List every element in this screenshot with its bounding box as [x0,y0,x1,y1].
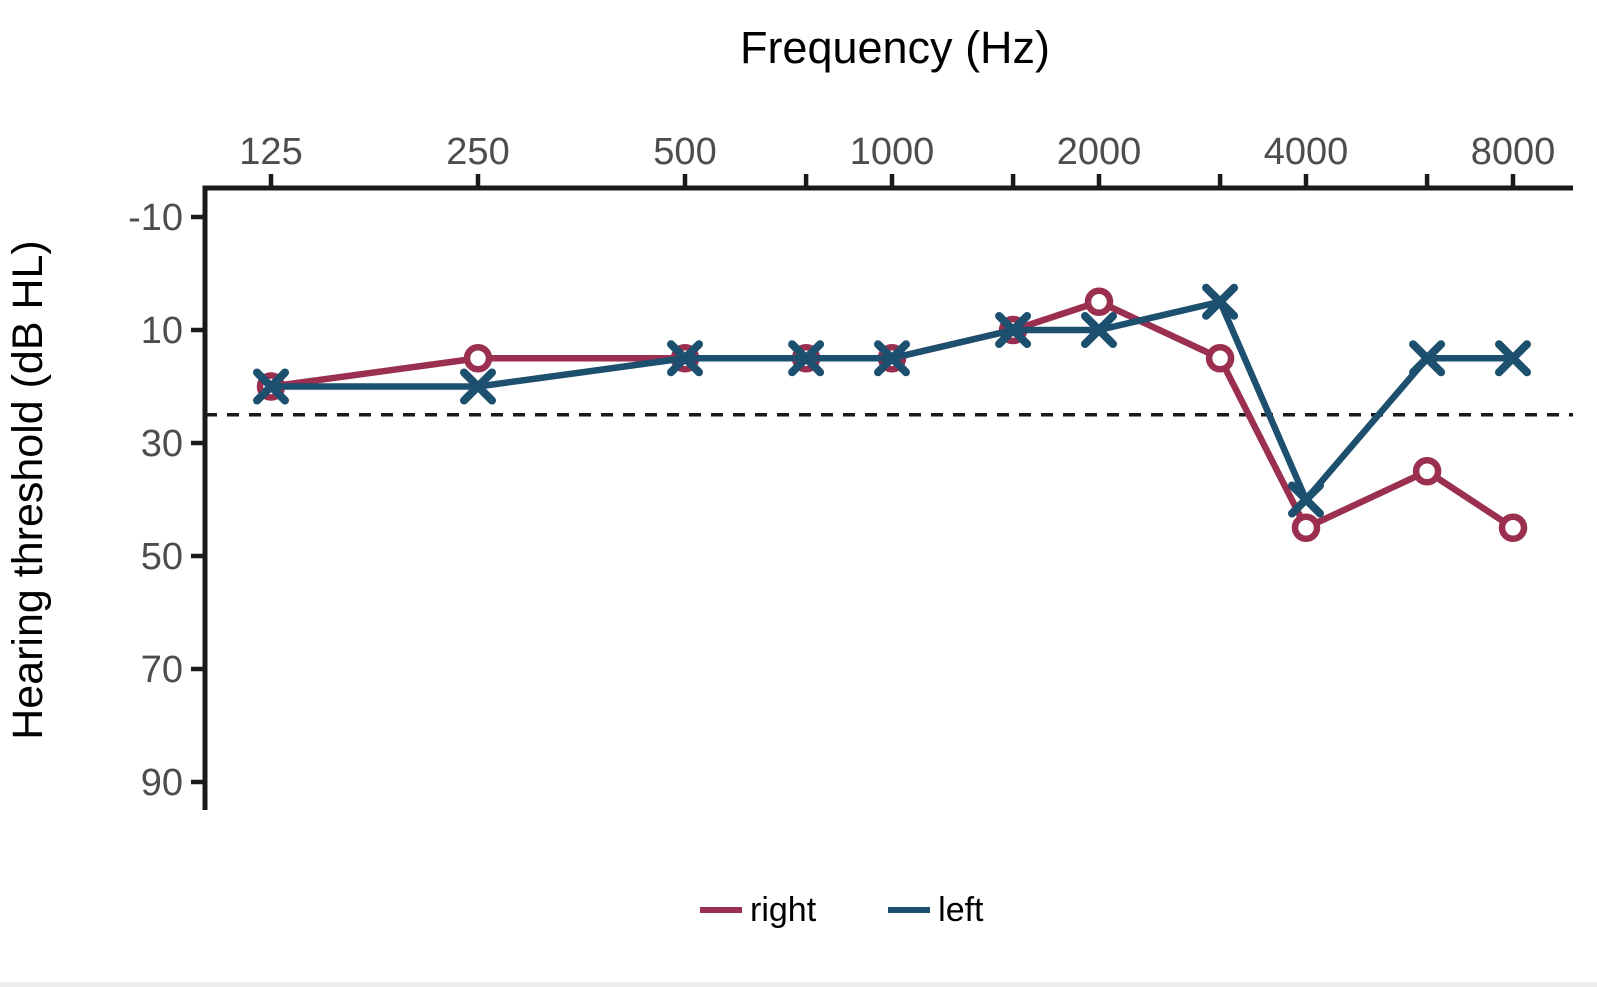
right-marker-circle [1291,513,1321,542]
x-axis-ticks: 125 250 500 1000 2000 4000 8000 [239,131,1555,186]
x-tick-label: 250 [446,131,509,173]
left-series [253,283,1531,518]
right-marker-circle [1412,457,1442,486]
x-tick-label: 2000 [1057,131,1142,173]
left-marker-x [1409,340,1446,377]
right-marker-circle [1498,513,1528,542]
bottom-strip [0,982,1597,987]
x-tick-label: 1000 [850,131,935,173]
y-axis-label: Hearing threshold (dB HL) [4,240,52,740]
left-marker-x [1288,481,1324,518]
y-tick-label: 70 [141,649,183,691]
left-marker-x [1202,283,1239,320]
legend-swatch-left [888,907,931,913]
right-marker-circle [1205,344,1235,373]
series-group [253,283,1531,542]
left-marker-x [460,368,496,405]
x-axis-title: Frequency (Hz) [740,22,1050,73]
y-tick-label: 90 [141,762,183,804]
x-tick-label: 8000 [1471,131,1556,173]
left-marker-x [874,340,910,377]
y-tick-label: 30 [141,423,183,465]
y-tick-label: -10 [128,197,183,239]
legend: right left [700,893,984,927]
legend-swatch-right [700,907,742,913]
y-tick-label: 10 [141,310,183,352]
left-series-line [271,298,1513,503]
left-marker-x [253,368,289,405]
x-tick-label: 4000 [1264,131,1349,173]
legend-item-right: right [700,893,816,927]
left-marker-x [788,340,825,377]
y-axis-ticks: -10 10 30 50 70 90 [128,197,204,804]
right-marker-circle [1084,287,1114,316]
legend-label-left: left [938,891,984,929]
left-marker-x [1495,340,1531,377]
x-tick-label: 500 [653,131,716,173]
left-marker-x [1081,312,1117,348]
legend-label-right: right [750,891,817,929]
x-tick-label: 125 [239,131,302,173]
right-marker-circle [463,344,493,373]
y-tick-label: 50 [141,536,183,578]
left-marker-x [667,340,703,377]
left-marker-x [995,312,1032,348]
legend-item-left: left [888,891,984,929]
